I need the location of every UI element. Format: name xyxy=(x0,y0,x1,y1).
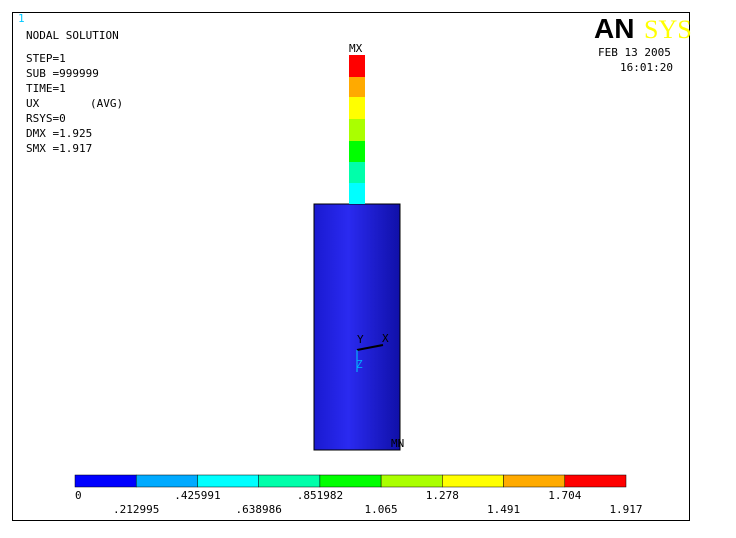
min-label: MN xyxy=(391,437,404,450)
avg-note: (AVG) xyxy=(90,97,123,110)
info-line: DMX =1.925 xyxy=(26,127,92,140)
info-line: RSYS=0 xyxy=(26,112,66,125)
legend-label: 0 xyxy=(75,489,82,502)
legend-swatch xyxy=(74,474,137,488)
logo-right: SYS xyxy=(644,15,692,44)
legend-swatch xyxy=(258,474,321,488)
legend-label: .851982 xyxy=(297,489,343,502)
legend-label: 1.704 xyxy=(548,489,581,502)
legend-swatch xyxy=(503,474,566,488)
info-line: UX xyxy=(26,97,40,110)
triad-x: X xyxy=(382,332,389,345)
legend-swatch xyxy=(442,474,504,488)
triad-y: Y xyxy=(357,333,364,346)
info-line: STEP=1 xyxy=(26,52,66,65)
legend-label: 1.065 xyxy=(365,503,398,516)
legend-label: 1.278 xyxy=(426,489,459,502)
legend-label: 1.917 xyxy=(609,503,642,516)
info-line: TIME=1 xyxy=(26,82,66,95)
info-line: SMX =1.917 xyxy=(26,142,92,155)
legend-label: 1.491 xyxy=(487,503,520,516)
legend-label: .638986 xyxy=(235,503,281,516)
legend-swatch xyxy=(197,474,259,488)
max-label: MX xyxy=(349,42,363,55)
triad-z: Z xyxy=(356,358,363,371)
legend-swatch xyxy=(135,474,198,488)
triad: Y X Z xyxy=(356,332,389,372)
legend-swatch xyxy=(380,474,443,488)
legend-swatch xyxy=(319,474,382,488)
date: FEB 13 2005 xyxy=(598,46,671,59)
info-line: SUB =999999 xyxy=(26,67,99,80)
plot-title: NODAL SOLUTION xyxy=(26,29,119,42)
legend-label: .425991 xyxy=(174,489,220,502)
legend-swatch xyxy=(564,474,627,488)
contour-legend: 0 .212995 .425991 .638986 .851982 1.065 1.278 1… xyxy=(74,474,643,516)
window-number: 1 xyxy=(18,12,25,25)
legend-label: .212995 xyxy=(113,503,159,516)
cylinder xyxy=(313,203,401,451)
info-block: STEP=1 SUB =999999 TIME=1 UX RSYS=0 DMX =1.92… xyxy=(26,52,99,155)
rod xyxy=(349,55,365,204)
time: 16:01:20 xyxy=(620,61,673,74)
logo-left: AN xyxy=(594,13,634,44)
